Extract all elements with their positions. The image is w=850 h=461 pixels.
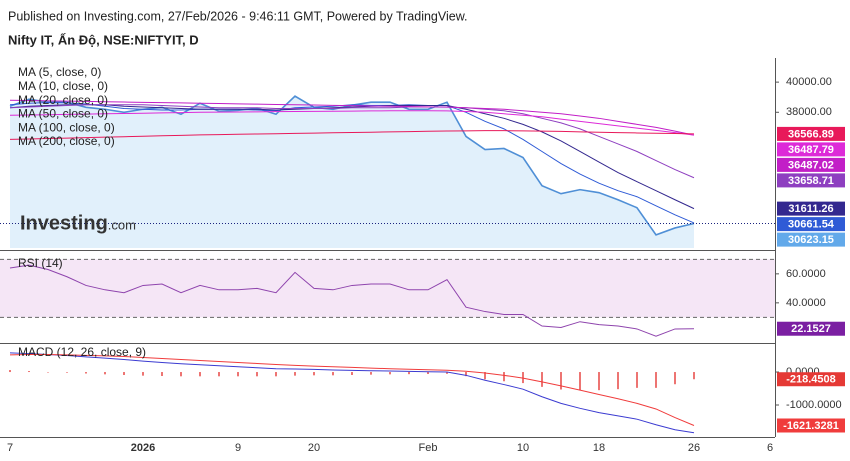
histogram-bar — [85, 372, 87, 374]
histogram-bar — [560, 372, 562, 390]
x-tick-label: 26 — [688, 442, 700, 454]
value-badge-label: 36487.02 — [788, 159, 834, 171]
histogram-bar — [47, 372, 49, 373]
series-line — [9, 354, 695, 426]
histogram-bar — [237, 372, 239, 377]
histogram-bar — [9, 370, 11, 373]
value-badge — [777, 217, 845, 232]
x-tick-label: 6 — [767, 442, 773, 454]
histogram-bar — [389, 372, 391, 375]
x-tick-label: 18 — [593, 442, 605, 454]
y-tick-label: 38000.00 — [786, 106, 832, 118]
x-tick-label: 20 — [308, 442, 320, 454]
value-badge-label: 22.1527 — [791, 323, 831, 335]
value-badge-label: 33658.71 — [788, 175, 834, 187]
histogram-bar — [180, 372, 182, 377]
series-line — [9, 130, 695, 140]
histogram-bar — [465, 372, 467, 377]
value-badge — [777, 418, 845, 433]
series-line — [9, 104, 695, 210]
series-line — [9, 264, 695, 337]
value-badge-label: 36566.89 — [788, 128, 834, 140]
value-badge-label: -1621.3281 — [783, 420, 839, 432]
value-badge — [777, 173, 845, 188]
histogram-bar — [674, 372, 676, 385]
histogram-bar — [218, 372, 220, 377]
histogram-bar — [693, 372, 695, 380]
value-badge — [777, 142, 845, 157]
histogram-bar — [636, 372, 638, 388]
histogram-bar — [655, 372, 657, 388]
legend-entry: MA (20, close, 0) — [18, 93, 108, 107]
x-tick-label: Feb — [419, 442, 438, 454]
histogram-bar — [503, 372, 505, 382]
histogram-bar — [484, 372, 486, 380]
histogram-bar — [598, 372, 600, 391]
y-tick-label: 40000.00 — [786, 76, 832, 88]
histogram-bar — [332, 372, 334, 376]
value-badge — [777, 157, 845, 172]
legend-entry: MA (200, close, 0) — [18, 134, 115, 148]
histogram-bar — [370, 372, 372, 375]
histogram-bar — [427, 372, 429, 375]
histogram-bar — [579, 372, 581, 391]
value-badge-label: 30661.54 — [788, 219, 835, 231]
histogram-bar — [104, 372, 106, 375]
y-tick-label: -1000.0000 — [786, 399, 842, 411]
symbol-title: Nifty IT, Ấn Độ, NSE:NIFTYIT, D — [8, 32, 199, 47]
y-tick-label: 60.0000 — [786, 268, 826, 280]
histogram-bar — [123, 372, 125, 375]
value-badge — [777, 232, 845, 247]
value-badge-label: -218.4508 — [786, 374, 836, 386]
y-tick-label: 40.0000 — [786, 297, 826, 309]
histogram-bar — [256, 372, 258, 377]
series-line — [9, 104, 695, 179]
pane-title: MACD (12, 26, close, 9) — [18, 345, 146, 359]
histogram-bar — [522, 372, 524, 384]
watermark-suffix: .com — [108, 217, 136, 232]
watermark: Investing — [20, 212, 108, 234]
histogram-bar — [408, 372, 410, 375]
value-badge-label: 30623.15 — [788, 234, 834, 246]
series-line — [9, 110, 695, 136]
histogram-bar — [617, 372, 619, 390]
value-badge — [777, 372, 845, 387]
histogram-bar — [161, 372, 163, 376]
series-line — [9, 99, 695, 136]
level-band — [0, 259, 775, 318]
histogram-bar — [446, 372, 448, 374]
value-badge-label: 36487.79 — [788, 144, 834, 156]
histogram-bar — [541, 372, 543, 387]
legend-entry: MA (50, close, 0) — [18, 107, 108, 121]
legend-entry: MA (5, close, 0) — [18, 65, 101, 79]
histogram-bar — [275, 372, 277, 377]
histogram-bar — [294, 372, 296, 376]
value-badge — [777, 321, 845, 336]
legend-entry: MA (100, close, 0) — [18, 120, 115, 134]
series-line — [9, 101, 695, 224]
x-tick-label: 7 — [7, 442, 13, 454]
histogram-bar — [142, 372, 144, 376]
histogram-bar — [66, 372, 68, 373]
histogram-bar — [351, 372, 353, 375]
histogram-bar — [28, 371, 30, 373]
published-note: Published on Investing.com, 27/Feb/2026 … — [8, 9, 468, 23]
x-tick-label: 9 — [235, 442, 241, 454]
x-tick-label: 2026 — [131, 442, 155, 454]
series-line — [9, 352, 695, 434]
x-tick-label: 10 — [517, 442, 529, 454]
value-badge — [777, 201, 845, 216]
pane-title: RSI (14) — [18, 256, 63, 270]
histogram-bar — [313, 372, 315, 376]
price-area — [10, 96, 694, 249]
legend-entry: MA (10, close, 0) — [18, 79, 108, 93]
value-badge — [777, 126, 845, 141]
value-badge-label: 31611.26 — [788, 203, 833, 215]
histogram-bar — [199, 372, 201, 377]
